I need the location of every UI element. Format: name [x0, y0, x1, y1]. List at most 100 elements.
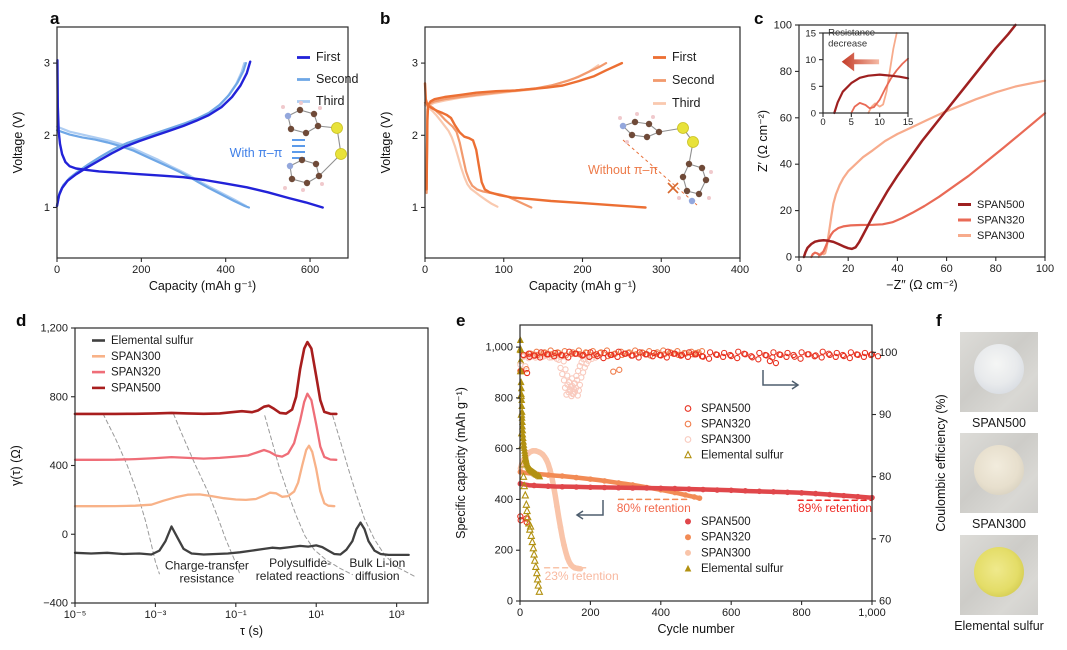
svg-text:−Z″ (Ω cm⁻²): −Z″ (Ω cm⁻²) [886, 278, 957, 292]
svg-text:10: 10 [874, 117, 885, 128]
svg-text:200: 200 [581, 607, 599, 619]
svg-text:Bulk Li-ion: Bulk Li-ion [349, 556, 405, 570]
molecule-with-pi-pi [281, 101, 347, 192]
photo-block-sulfur: Elemental sulfur [944, 535, 1054, 633]
svg-text:0: 0 [820, 117, 825, 128]
svg-text:First: First [316, 50, 341, 64]
svg-text:Third: Third [316, 94, 345, 108]
svg-text:diffusion: diffusion [355, 569, 399, 583]
chart-d: 10⁻⁵ 10⁻³ 10⁻¹ 10¹ 10³ −400 0 400 800 1,200 τ (s) γ… [9, 323, 429, 638]
photo-block-span500: SPAN500 [944, 332, 1054, 430]
svg-text:Resistance: Resistance [828, 28, 875, 39]
svg-text:10⁻³: 10⁻³ [145, 609, 167, 621]
svg-text:Specific capacity (mAh g⁻¹): Specific capacity (mAh g⁻¹) [454, 387, 468, 539]
svg-text:10: 10 [805, 55, 816, 66]
svg-text:1,000: 1,000 [485, 342, 513, 354]
panel-letter-d: d [16, 311, 27, 330]
svg-text:0: 0 [786, 252, 792, 264]
svg-text:80: 80 [780, 66, 792, 78]
svg-text:SPAN300: SPAN300 [977, 230, 1025, 242]
panel-letter-b: b [380, 9, 391, 28]
svg-text:0: 0 [422, 264, 428, 276]
svg-text:60: 60 [879, 596, 891, 608]
svg-text:SPAN320: SPAN320 [977, 215, 1025, 227]
svg-text:200: 200 [495, 545, 513, 557]
svg-text:80: 80 [990, 263, 1002, 275]
svg-text:SPAN500: SPAN500 [977, 199, 1025, 211]
svg-text:0: 0 [54, 264, 60, 276]
svg-text:Polysulfide-: Polysulfide- [269, 556, 331, 570]
svg-text:Elemental sulfur: Elemental sulfur [701, 563, 784, 575]
svg-text:Z′ (Ω cm⁻²): Z′ (Ω cm⁻²) [756, 110, 770, 172]
photo-span500 [960, 332, 1038, 412]
svg-text:10¹: 10¹ [308, 609, 324, 621]
svg-text:89% retention: 89% retention [798, 501, 872, 515]
svg-text:related reactions: related reactions [256, 569, 345, 583]
panel-f-photos: SPAN500 SPAN300 Elemental sulfur [935, 300, 1067, 650]
svg-text:Charge-transfer: Charge-transfer [165, 558, 249, 572]
svg-text:Cycle number: Cycle number [657, 622, 734, 636]
panel-a-voltage-capacity-chart: 0 200 400 600 1 2 3 Capacity (mAh g⁻¹) Voltage (… [11, 26, 358, 293]
svg-text:1,000: 1,000 [858, 607, 886, 619]
panel-b-voltage-capacity-chart: 0 100 200 300 400 1 2 3 Capacity (mAh g⁻¹) Voltag… [379, 26, 749, 293]
svg-text:400: 400 [50, 460, 68, 472]
separator-disc-span500 [974, 344, 1024, 394]
photo-label-span500: SPAN500 [972, 416, 1026, 430]
svg-text:10³: 10³ [389, 609, 405, 621]
svg-text:Voltage (V): Voltage (V) [379, 112, 393, 174]
svg-text:SPAN320: SPAN320 [701, 532, 751, 544]
svg-text:1,200: 1,200 [40, 323, 68, 335]
svg-text:Second: Second [316, 72, 358, 86]
svg-text:resistance: resistance [180, 571, 235, 585]
svg-text:5: 5 [811, 82, 816, 93]
photo-block-span300: SPAN300 [944, 433, 1054, 531]
svg-text:10⁻¹: 10⁻¹ [225, 609, 247, 621]
pi-pi-stack-icon [292, 139, 305, 159]
svg-text:2: 2 [412, 130, 418, 142]
svg-text:400: 400 [495, 494, 513, 506]
svg-text:200: 200 [132, 264, 150, 276]
svg-text:Coulombic efficiency (%): Coulombic efficiency (%) [934, 394, 948, 531]
no-pi-pi-dashed-line [622, 139, 698, 206]
svg-text:SPAN320: SPAN320 [701, 419, 751, 431]
svg-text:100: 100 [879, 347, 897, 359]
svg-text:70: 70 [879, 533, 891, 545]
svg-text:100: 100 [495, 264, 513, 276]
chart-e: 0 200 400 600 800 1,00002004006008001,0006070… [454, 324, 948, 636]
svg-text:80: 80 [879, 471, 891, 483]
svg-text:SPAN500: SPAN500 [701, 516, 751, 528]
separator-disc-span300 [974, 445, 1024, 495]
svg-text:Capacity (mAh g⁻¹): Capacity (mAh g⁻¹) [149, 279, 256, 293]
svg-text:90: 90 [879, 409, 891, 421]
svg-text:400: 400 [217, 264, 235, 276]
photo-label-span300: SPAN300 [972, 517, 1026, 531]
svg-text:First: First [672, 50, 697, 64]
panel-letter-a: a [50, 9, 60, 28]
svg-text:40: 40 [780, 159, 792, 171]
svg-text:2: 2 [44, 130, 50, 142]
svg-text:800: 800 [50, 391, 68, 403]
svg-text:60: 60 [940, 263, 952, 275]
svg-text:5: 5 [849, 117, 854, 128]
svg-text:Without π–π: Without π–π [588, 163, 658, 177]
svg-text:γ(τ) (Ω): γ(τ) (Ω) [9, 445, 23, 486]
svg-text:300: 300 [652, 264, 670, 276]
svg-text:20: 20 [780, 205, 792, 217]
svg-text:0: 0 [517, 607, 523, 619]
panel-letter-c: c [754, 9, 764, 28]
svg-text:0: 0 [811, 109, 816, 120]
svg-text:0: 0 [796, 263, 802, 275]
tweezer-icon [997, 408, 1036, 412]
svg-text:3: 3 [412, 58, 418, 70]
svg-text:600: 600 [495, 443, 513, 455]
chart-a: 0 200 400 600 1 2 3 Capacity (mAh g⁻¹) Voltage (… [11, 26, 358, 293]
separator-disc-sulfur [974, 547, 1024, 597]
svg-text:400: 400 [731, 264, 749, 276]
svg-text:Third: Third [672, 96, 701, 110]
svg-text:20: 20 [842, 263, 854, 275]
panel-letter-f: f [936, 311, 942, 330]
svg-text:200: 200 [573, 264, 591, 276]
svg-text:−400: −400 [43, 598, 68, 610]
svg-text:Capacity (mAh g⁻¹): Capacity (mAh g⁻¹) [529, 279, 636, 293]
